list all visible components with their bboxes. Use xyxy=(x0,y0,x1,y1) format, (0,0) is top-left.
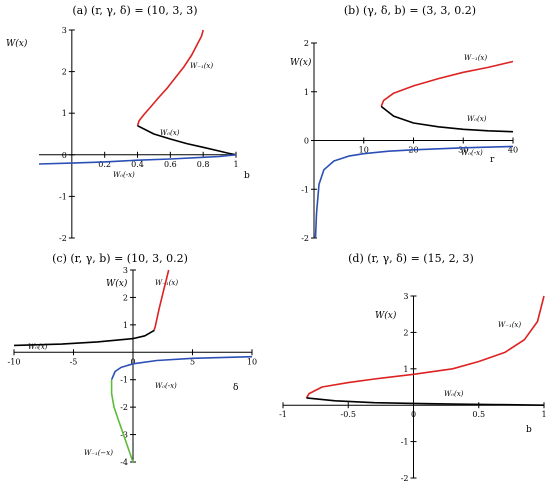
y-tick-label: 3 xyxy=(123,266,128,275)
x-axis-label: r xyxy=(490,155,495,165)
series-label: W₀(x) xyxy=(28,343,48,351)
x-tick-label: 0.2 xyxy=(98,160,111,169)
y-axis-label: W(x) xyxy=(375,310,397,321)
x-tick-label: 0.6 xyxy=(164,160,177,169)
y-tick-label: 2 xyxy=(403,328,408,337)
x-tick-label: -0.5 xyxy=(341,410,356,419)
series-label: W₋₁(−x) xyxy=(84,449,113,457)
y-tick-label: -2 xyxy=(401,474,409,483)
series-label: W₀(-x) xyxy=(461,149,483,157)
series-line-black xyxy=(13,329,155,347)
x-tick-label: -5 xyxy=(70,357,78,366)
series-line-black xyxy=(306,397,545,406)
y-tick-label: 2 xyxy=(304,39,309,48)
y-axis-label: W(x) xyxy=(106,278,128,289)
x-tick-label: 0 xyxy=(130,357,135,366)
series-label: W₋₁(x) xyxy=(155,279,178,287)
x-tick-label: 40 xyxy=(508,146,518,155)
series-line-blue xyxy=(38,154,237,165)
series-label: W₋₁(x) xyxy=(464,54,487,62)
y-tick-label: 3 xyxy=(403,292,408,301)
y-axis-label: W(x) xyxy=(290,57,312,68)
y-tick-label: 0 xyxy=(304,137,309,146)
y-tick-label: -1 xyxy=(59,192,67,201)
series-line-red xyxy=(136,29,204,126)
y-tick-label: 2 xyxy=(123,293,128,302)
x-axis-label: b xyxy=(244,171,250,181)
series-line-black xyxy=(380,105,514,133)
y-tick-label: -1 xyxy=(401,438,409,447)
series-label: W₋₁(x) xyxy=(190,62,213,70)
y-tick-label: 0 xyxy=(62,151,67,160)
y-tick-label: 1 xyxy=(304,88,309,97)
x-axis-label: b xyxy=(526,425,532,435)
panel-a: (a) (r, γ, δ) = (10, 3, 3) -2 -1 0 1 2 3 0.2 0.4… xyxy=(6,4,250,243)
x-tick-label: -1 xyxy=(279,410,287,419)
panel-title: (d) (r, γ, δ) = (15, 2, 3) xyxy=(348,252,474,265)
x-tick-label: 0.5 xyxy=(472,410,485,419)
series-label: W₀(x) xyxy=(444,390,464,398)
series-label: W₀(x) xyxy=(467,115,487,123)
y-tick-label: -2 xyxy=(59,234,67,243)
series-line-green xyxy=(110,379,134,463)
series-line-blue xyxy=(110,355,253,381)
series-label: W₀(-x) xyxy=(113,171,135,179)
panel-d: (d) (r, γ, δ) = (15, 2, 3) -2 -1 1 2 3 -1 -0.5 0… xyxy=(279,252,546,483)
y-tick-label: -2 xyxy=(120,403,128,412)
y-tick-label: 1 xyxy=(403,365,408,374)
series-line-blue xyxy=(314,145,514,239)
x-tick-label: 10 xyxy=(359,146,369,155)
y-tick-label: -1 xyxy=(301,185,309,194)
panel-c: (c) (r, γ, b) = (10, 3, 0.2)-4-3-2-1123-… xyxy=(8,252,258,467)
series-line-red xyxy=(305,295,545,399)
y-tick-label: 2 xyxy=(62,68,67,77)
y-tick-label: 1 xyxy=(123,321,128,330)
y-axis-label: W(x) xyxy=(6,38,28,49)
y-tick-label: -4 xyxy=(120,458,128,467)
y-tick-label: -1 xyxy=(120,376,128,385)
y-tick-label: 1 xyxy=(62,109,67,118)
y-tick-label: 3 xyxy=(62,26,67,35)
series-label: W₋₁(x) xyxy=(498,321,521,329)
y-tick-label: -2 xyxy=(301,234,309,243)
series-line-red xyxy=(380,60,514,107)
panel-title: (c) (r, γ, b) = (10, 3, 0.2) xyxy=(52,252,188,265)
x-tick-label: 0.4 xyxy=(131,160,144,169)
x-tick-label: 1 xyxy=(233,160,238,169)
x-tick-label: 30 xyxy=(458,146,468,155)
panel-title: (a) (r, γ, δ) = (10, 3, 3) xyxy=(72,4,197,17)
x-tick-label: 0.8 xyxy=(197,160,210,169)
x-tick-label: 10 xyxy=(247,357,257,366)
series-line-red xyxy=(153,269,170,331)
series-line-black xyxy=(137,124,237,156)
panel-title: (b) (γ, δ, b) = (3, 3, 0.2) xyxy=(344,4,476,17)
x-tick-label: -10 xyxy=(8,357,21,366)
series-label: W₀(-x) xyxy=(155,382,177,390)
series-label: W₀(x) xyxy=(160,129,180,137)
x-tick-label: 5 xyxy=(190,357,195,366)
x-tick-label: 0 xyxy=(411,410,416,419)
x-axis-label: δ xyxy=(233,383,238,393)
x-tick-label: 1 xyxy=(541,410,546,419)
